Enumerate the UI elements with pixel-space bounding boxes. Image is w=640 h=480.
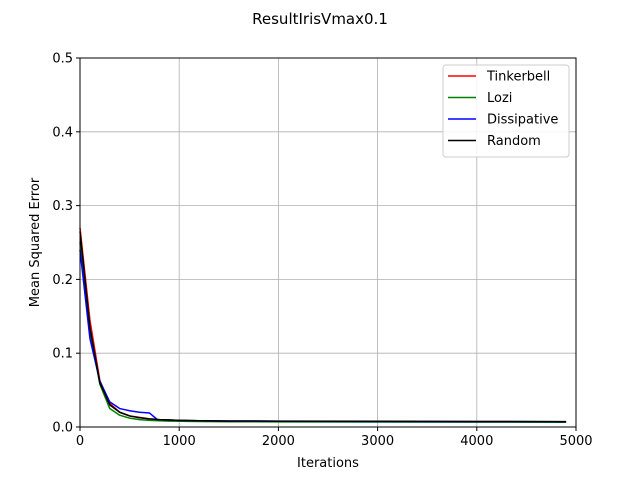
y-axis: 0.0 0.1 0.2 0.3 0.4 0.5: [52, 52, 80, 436]
legend: Tinkerbell Lozi Dissipative Random: [442, 64, 570, 158]
legend-label: Tinkerbell: [486, 70, 550, 85]
y-tick-label: 0.1: [52, 347, 73, 362]
legend-label: Lozi: [487, 91, 512, 106]
series-group: [79, 227, 567, 423]
x-tick-label: 0: [76, 434, 84, 449]
series-line-dissipative: [79, 249, 567, 423]
y-axis-label: Mean Squared Error: [28, 177, 43, 307]
y-tick-label: 0.2: [52, 273, 73, 288]
plot-frame: [79, 57, 577, 428]
x-tick-label: 5000: [559, 434, 592, 449]
y-tick-label: 0.5: [52, 52, 73, 67]
x-axis-label: Iterations: [297, 456, 359, 471]
x-tick-label: 3000: [361, 434, 394, 449]
legend-label: Dissipative: [487, 113, 558, 128]
legend-box: [442, 64, 570, 158]
chart-title: ResultIrisVmax0.1: [252, 10, 388, 28]
series-line-random: [79, 231, 567, 423]
y-tick-label: 0.3: [52, 199, 73, 214]
series-line-tinkerbell: [79, 227, 567, 423]
x-tick-label: 1000: [163, 434, 196, 449]
y-tick-label: 0.0: [52, 421, 73, 436]
x-axis: 0 1000 2000 3000 4000 5000: [76, 427, 593, 449]
series-line-lozi: [79, 242, 567, 423]
x-tick-label: 4000: [460, 434, 493, 449]
x-tick-label: 2000: [262, 434, 295, 449]
legend-label: Random: [487, 134, 541, 149]
y-tick-label: 0.4: [52, 125, 73, 140]
